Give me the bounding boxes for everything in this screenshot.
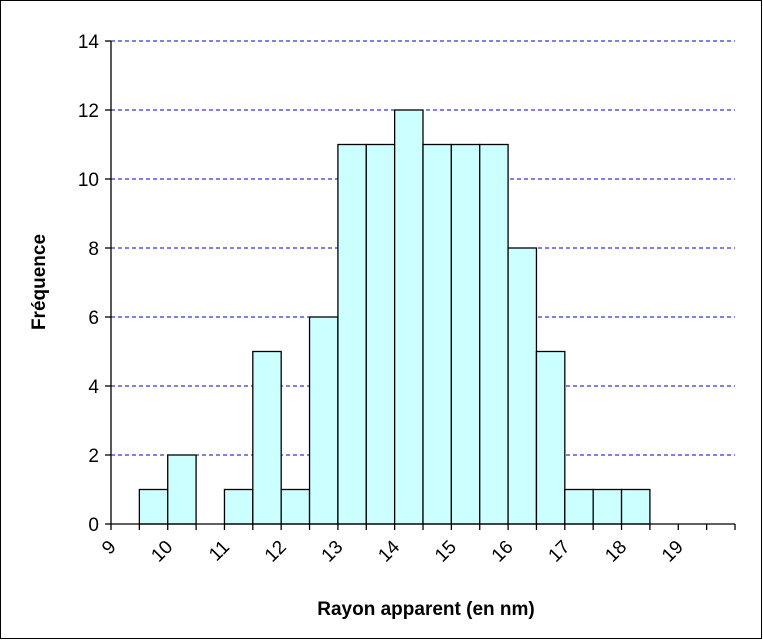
histogram-bar [450,143,481,525]
histogram-bar [564,488,594,525]
x-tick-label: 10 [147,537,177,567]
y-tick-label: 4 [88,377,99,398]
y-tick-label: 12 [78,101,99,122]
histogram-bar [252,350,282,525]
x-tick-label: 14 [374,536,404,566]
bars [138,109,651,525]
x-tick-label: 9 [98,537,120,559]
x-tick-label: 19 [658,537,688,567]
x-axis-title: Rayon apparent (en nm) [317,599,534,620]
histogram-bar [223,488,254,525]
x-tick-label: 16 [488,537,518,567]
y-tick-label: 10 [78,170,99,191]
histogram-bar [479,143,509,525]
histogram-bar [393,109,424,525]
histogram-bar [280,488,311,525]
x-tick-label: 17 [545,537,575,567]
x-tick-label: 12 [261,537,291,567]
y-tick-label: 14 [78,32,100,53]
x-tick-label: 11 [205,537,234,566]
y-tick-label: 8 [88,239,99,260]
histogram-bar [167,454,197,525]
y-axis-title: Fréquence [29,234,50,330]
y-tick-label: 2 [88,446,99,467]
x-tick-label: 18 [601,537,631,567]
histogram-bar [620,488,651,525]
y-tick-label: 0 [88,515,99,536]
histogram-bar [308,316,339,525]
x-tick-label: 15 [431,537,461,567]
histogram-bar [507,247,538,525]
histogram-bar [365,143,396,525]
axes [105,40,736,530]
histogram-bar [138,488,169,525]
x-tick-label: 13 [318,537,348,567]
histogram-bar [592,488,623,525]
y-tick-label: 6 [88,308,99,329]
histogram-bar [535,350,566,525]
histogram-bar [422,143,453,525]
histogram-bar [337,143,367,525]
